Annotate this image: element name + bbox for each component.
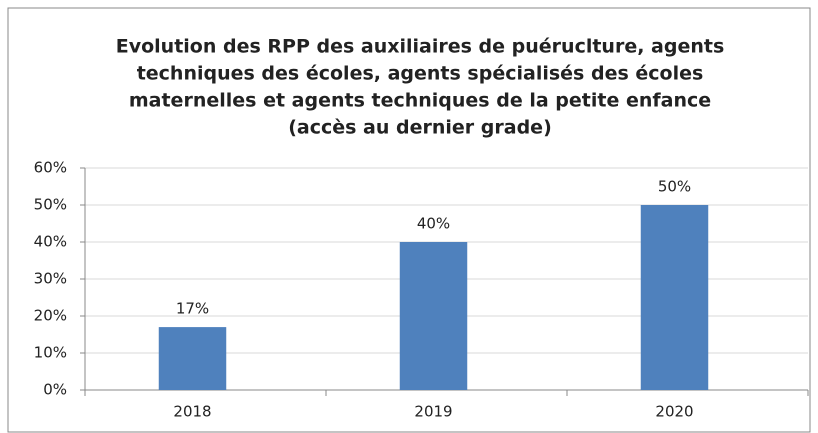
x-tick-label: 2019	[414, 403, 452, 421]
bar	[399, 242, 468, 390]
y-tick-label: 10%	[34, 344, 67, 362]
y-tick-label: 60%	[34, 159, 67, 177]
chart-title: maternelles et agents techniques de la p…	[129, 90, 711, 112]
x-tick-label: 2018	[173, 403, 211, 421]
y-tick-label: 40%	[34, 233, 67, 251]
bar	[158, 327, 227, 390]
y-tick-label: 50%	[34, 196, 67, 214]
bar	[640, 205, 709, 390]
x-tick-label: 2020	[655, 403, 693, 421]
value-label: 50%	[658, 178, 691, 196]
value-label: 17%	[176, 300, 209, 318]
chart-title: Evolution des RPP des auxiliaires de pué…	[116, 36, 725, 58]
y-tick-label: 30%	[34, 270, 67, 288]
chart-title: techniques des écoles, agents spécialisé…	[137, 63, 704, 85]
y-tick-label: 0%	[43, 381, 67, 399]
y-tick-label: 20%	[34, 307, 67, 325]
value-label: 40%	[417, 215, 450, 233]
chart-title: (accès au dernier grade)	[288, 117, 552, 139]
